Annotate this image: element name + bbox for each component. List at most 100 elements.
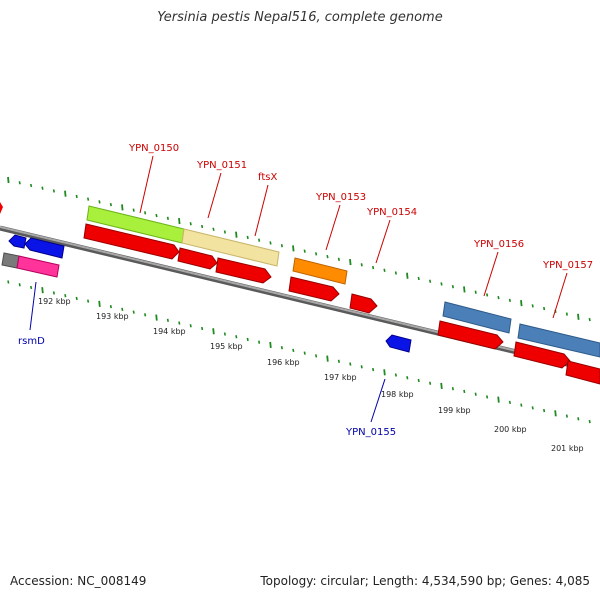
minor-tick — [372, 265, 375, 270]
gene-feature-ypn0151[interactable] — [181, 228, 280, 267]
gene-feature-gray[interactable] — [1, 252, 20, 269]
minor-tick — [246, 337, 249, 342]
ruler-label: 196 kbp — [267, 358, 300, 367]
minor-tick — [87, 299, 90, 303]
minor-tick — [75, 194, 78, 199]
gene-label-ypn0153[interactable]: YPN_0153 — [315, 192, 366, 203]
minor-tick — [315, 252, 318, 256]
minor-tick — [132, 208, 135, 212]
gene-label-ypn0150[interactable]: YPN_0150 — [128, 143, 179, 154]
cds-reverse-arrow[interactable] — [24, 237, 65, 259]
major-tick — [463, 286, 466, 293]
minor-tick — [577, 417, 580, 421]
minor-tick — [463, 389, 466, 394]
minor-tick — [52, 189, 55, 193]
minor-tick — [543, 408, 546, 413]
ruler-label: 199 kbp — [438, 406, 471, 415]
minor-tick — [417, 276, 420, 281]
minor-tick — [30, 183, 33, 188]
cds-arrow[interactable] — [83, 223, 180, 260]
minor-tick — [474, 392, 477, 396]
minor-tick — [394, 373, 397, 377]
minor-tick — [337, 257, 340, 262]
cds-arrow[interactable] — [0, 202, 3, 214]
gene-label-ftsx[interactable]: ftsX — [258, 172, 277, 183]
minor-tick — [486, 293, 489, 297]
minor-tick — [508, 400, 511, 405]
minor-tick — [531, 304, 534, 308]
minor-tick — [429, 279, 432, 283]
major-tick — [235, 231, 238, 238]
minor-tick — [303, 249, 306, 253]
cds-arrow[interactable] — [513, 341, 571, 369]
major-tick — [178, 217, 181, 225]
gene-label-ypn0156[interactable]: YPN_0156 — [473, 239, 524, 250]
major-tick — [520, 300, 523, 307]
gene-feature-ypn0153[interactable] — [292, 257, 348, 285]
ruler-label: 194 kbp — [153, 327, 186, 336]
major-tick — [98, 300, 101, 307]
minor-tick — [30, 285, 33, 290]
cds-arrow[interactable] — [215, 257, 272, 284]
cds-arrow[interactable] — [349, 293, 378, 314]
ruler-label: 193 kbp — [96, 312, 129, 321]
minor-tick — [508, 298, 511, 303]
minor-tick — [497, 295, 500, 300]
label-leaders-bottom — [29, 281, 386, 423]
minor-tick — [87, 197, 90, 201]
minor-tick — [543, 306, 546, 311]
label-leaders-top — [139, 155, 568, 319]
major-tick — [121, 204, 124, 211]
gene-feature-ypn0157[interactable] — [517, 323, 600, 358]
cds-reverse-arrow[interactable] — [385, 334, 412, 353]
minor-tick — [98, 200, 101, 204]
major-tick — [406, 272, 409, 279]
forward-cds-lane — [0, 202, 600, 385]
minor-tick — [280, 244, 283, 248]
minor-tick — [155, 213, 158, 218]
major-tick — [554, 410, 557, 417]
minor-tick — [588, 317, 591, 322]
gene-label-rsmd[interactable]: rsmD — [18, 336, 45, 347]
major-tick — [64, 190, 67, 197]
minor-tick — [189, 222, 192, 226]
minor-tick — [451, 387, 454, 391]
minor-tick — [303, 351, 306, 355]
cds-arrow[interactable] — [288, 276, 340, 302]
outer-ruler-ticks — [7, 176, 591, 322]
major-tick — [155, 314, 158, 321]
cds-arrow[interactable] — [437, 320, 504, 350]
gene-label-ypn0155[interactable]: YPN_0155 — [345, 427, 396, 438]
minor-tick — [41, 186, 44, 190]
major-tick — [292, 245, 295, 252]
ruler-label: 201 kbp — [551, 444, 584, 453]
major-tick — [326, 355, 329, 362]
minor-tick — [109, 304, 112, 309]
ruler-label: 195 kbp — [210, 342, 243, 351]
major-tick — [41, 287, 44, 294]
minor-tick — [64, 294, 67, 298]
cds-reverse-arrow[interactable] — [8, 234, 27, 249]
minor-tick — [280, 346, 283, 350]
minor-tick — [349, 362, 352, 366]
cds-arrow[interactable] — [565, 360, 600, 385]
genome-backbone-highlight — [0, 226, 600, 372]
gene-label-ypn0151[interactable]: YPN_0151 — [196, 160, 247, 171]
gene-feature-ypn0156[interactable] — [442, 301, 512, 334]
ruler-label: 198 kbp — [381, 390, 414, 399]
gene-label-ypn0157[interactable]: YPN_0157 — [542, 260, 593, 271]
minor-tick — [394, 271, 397, 275]
minor-tick — [588, 419, 591, 424]
minor-tick — [75, 296, 78, 301]
minor-tick — [144, 211, 147, 215]
major-tick — [349, 258, 352, 266]
cds-arrow[interactable] — [177, 247, 218, 270]
minor-tick — [201, 326, 204, 331]
gene-feature-rsmd[interactable] — [16, 255, 60, 278]
gene-label-ypn0154[interactable]: YPN_0154 — [366, 207, 417, 218]
ruler-labels: 192 kbp 193 kbp 194 kbp 195 kbp 196 kbp … — [38, 297, 584, 453]
minor-tick — [486, 395, 489, 399]
minor-tick — [440, 282, 443, 286]
minor-tick — [565, 414, 568, 418]
minor-tick — [7, 280, 10, 284]
